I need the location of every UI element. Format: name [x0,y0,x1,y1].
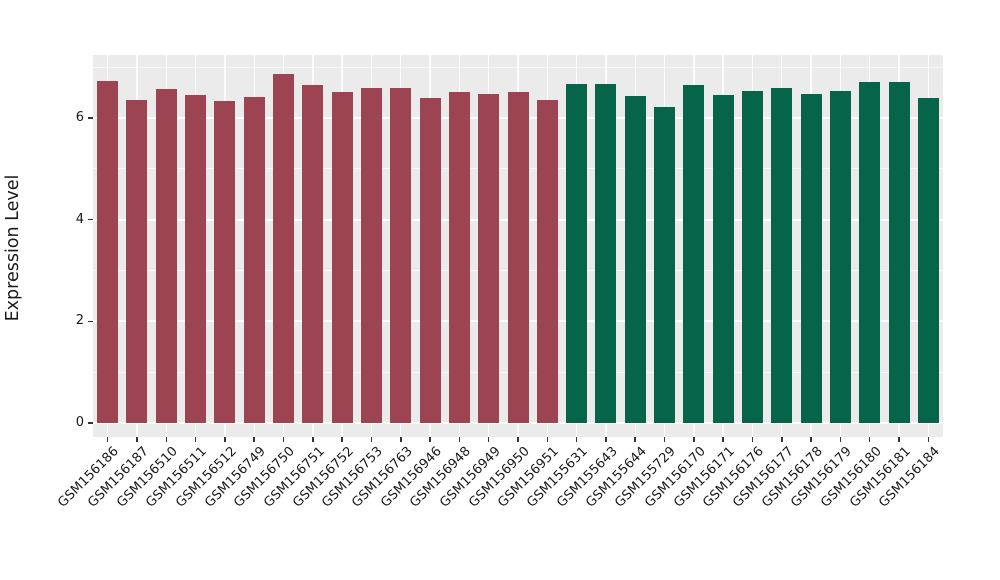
y-tick-mark [88,117,93,119]
expression-bar [478,93,500,423]
x-tick-mark [370,437,373,442]
expression-bar [419,97,441,423]
expression-bar [595,83,617,423]
expression-bar [97,80,119,423]
y-tick-label: 4 [75,211,84,227]
expression-bar [917,97,939,423]
x-tick-mark [722,437,724,442]
x-tick-mark [663,437,666,442]
x-tick-mark [429,437,431,442]
x-tick-mark [898,437,900,442]
x-tick-mark [106,437,109,442]
x-tick-mark [781,437,783,442]
x-tick-mark [165,437,168,442]
y-tick-label: 6 [75,109,84,125]
plot-panel [93,55,943,437]
x-tick-mark [751,437,754,442]
expression-bar [771,87,793,423]
expression-bar [507,91,529,423]
expression-bar [566,83,588,423]
expression-bar [536,100,558,423]
x-tick-mark [312,437,314,442]
expression-bar [331,92,353,423]
expression-bar [243,97,265,423]
expression-bar [448,92,470,423]
x-tick-mark [136,437,138,442]
y-tick-mark [88,218,93,221]
x-tick-mark [400,437,402,442]
expression-bar [741,91,763,423]
expression-bar [185,94,207,423]
y-axis-title: Expression Level [3,174,23,322]
y-tick-label: 0 [75,415,84,430]
expression-bar [624,95,646,423]
x-tick-mark [693,437,695,442]
expression-bar [126,100,148,423]
x-tick-mark [224,437,226,442]
expression-bar [273,74,295,423]
expression-bar [712,94,734,423]
expression-bar [360,88,382,423]
x-tick-mark [517,437,519,442]
expression-bar [683,85,705,423]
y-tick-mark [88,320,93,323]
expression-bar [829,90,851,423]
x-tick-mark [253,437,255,442]
x-tick-mark [868,437,871,442]
x-tick-mark [575,437,578,442]
x-tick-mark [282,437,285,442]
x-tick-mark [634,437,636,442]
x-tick-mark [605,437,607,442]
x-tick-mark [458,437,461,442]
y-tick-label: 2 [75,313,84,329]
y-tick-mark [88,422,93,424]
x-tick-mark [927,437,930,442]
expression-bar [302,85,324,423]
expression-bar [155,89,177,423]
expression-bar [390,88,412,423]
expression-bar [859,81,881,423]
expression-bar [214,100,236,423]
x-tick-mark [194,437,197,442]
x-tick-mark [487,437,490,442]
x-tick-mark [341,437,343,442]
expression-bar [654,106,676,423]
x-tick-mark [839,437,842,442]
expression-bar [800,93,822,423]
x-tick-mark [810,437,812,442]
expression-bar [888,81,910,423]
x-axis-labels: GSM156186 GSM156187 GSM156510 GSM156511 GSM1… [56,444,943,564]
x-tick-mark [546,437,549,442]
